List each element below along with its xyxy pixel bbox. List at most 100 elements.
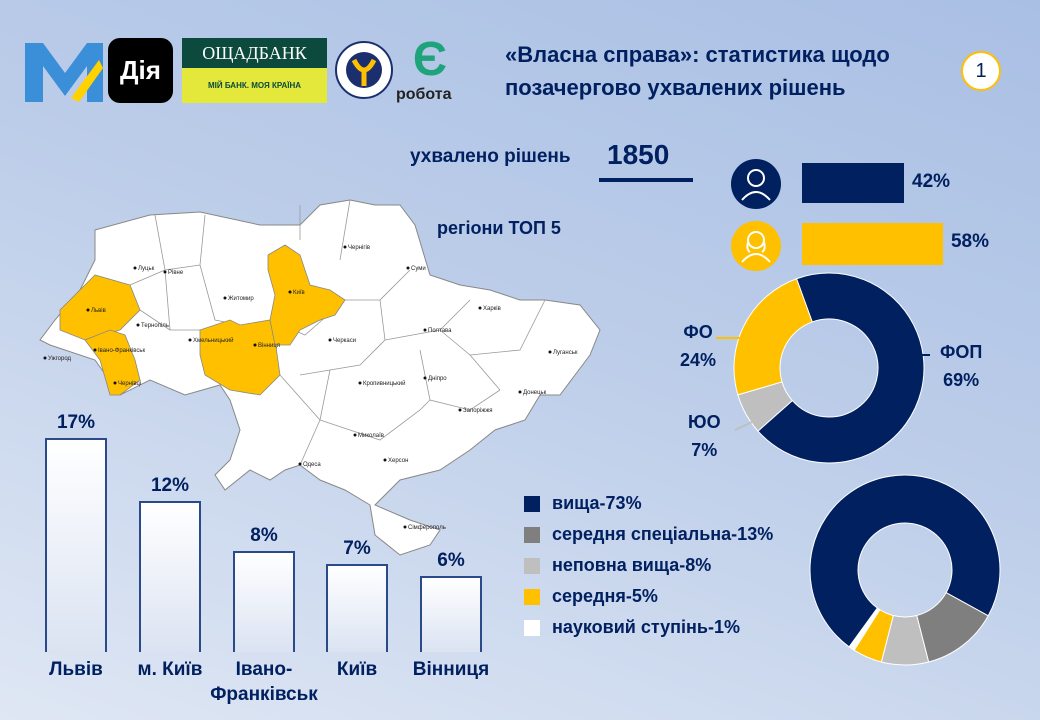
bar-category-label: Вінниця xyxy=(412,659,490,680)
city-label: Сімферополь xyxy=(408,525,446,531)
city-dot xyxy=(298,462,302,466)
city-label: Хмельницький xyxy=(193,337,233,344)
city-dot xyxy=(253,343,257,347)
city-label: Миколаїв xyxy=(358,433,384,439)
gender-bar xyxy=(802,223,943,265)
city-dot xyxy=(423,328,427,332)
bar xyxy=(326,563,388,652)
business-form-slice xyxy=(757,272,925,464)
legend-swatch xyxy=(524,619,540,636)
ministry-logo xyxy=(25,43,103,102)
legend-item: середня спеціальна-13% xyxy=(524,519,773,550)
city-label: Київ xyxy=(293,290,305,296)
city-label: Луганськ xyxy=(553,350,578,356)
legend-swatch xyxy=(524,526,540,543)
bar xyxy=(233,551,295,652)
bar-category-label: м. Київ xyxy=(137,659,203,680)
city-label: Суми xyxy=(411,266,426,272)
city-label: Рівне xyxy=(168,270,184,276)
bar-category-label: Київ xyxy=(336,659,378,680)
city-label: Кропивницький xyxy=(363,380,406,387)
city-dot xyxy=(223,296,227,300)
education-slice xyxy=(848,607,881,651)
city-label: Луцьк xyxy=(138,266,155,272)
city-dot xyxy=(86,308,90,312)
legend-swatch xyxy=(524,495,540,512)
legend-swatch xyxy=(524,557,540,574)
bar-category-label: Івано- Франківськ xyxy=(210,659,318,705)
bar xyxy=(139,500,201,652)
slice-value: 7% xyxy=(691,440,718,460)
region-kyiv xyxy=(267,244,346,346)
gender-bar xyxy=(802,163,905,203)
top5-regions xyxy=(59,244,346,396)
region-lviv xyxy=(59,274,141,341)
city-label: Донецьк xyxy=(523,390,547,396)
legend-label: середня спеціальна-13% xyxy=(552,524,774,544)
bar xyxy=(45,437,107,652)
map-outline xyxy=(39,199,601,556)
city-dot xyxy=(288,290,292,294)
city-label: Ужгород xyxy=(48,356,72,362)
female-person-icon xyxy=(731,221,781,271)
city-dot xyxy=(458,408,462,412)
approved-underline xyxy=(599,178,693,182)
city-dot xyxy=(113,381,117,385)
education-slice xyxy=(809,474,1001,648)
city-dot xyxy=(43,356,47,360)
region-borders xyxy=(129,199,546,466)
top5-label: регіони ТОП 5 xyxy=(437,218,561,238)
city-label: Вінниця xyxy=(258,343,280,349)
city-label: Одеса xyxy=(303,462,321,468)
oschadbank-slogan: МІЙ БАНК. МОЯ КРАЇНА xyxy=(182,68,327,103)
legend-item: неповна вища-8% xyxy=(524,550,773,581)
legend-label: вища-73% xyxy=(552,493,642,513)
city-dot xyxy=(133,266,137,270)
dia-logo: Дія xyxy=(108,38,173,103)
city-label: Чернігів xyxy=(348,245,370,251)
city-dot xyxy=(423,376,427,380)
business-form-label: ФО 24% xyxy=(680,318,716,374)
approved-label: ухвалено рішень xyxy=(410,146,571,167)
city-label: Дніпро xyxy=(428,376,447,382)
city-label: Харків xyxy=(483,306,501,312)
city-dot xyxy=(518,390,522,394)
city-label: Чернівці xyxy=(118,381,141,387)
city-dot xyxy=(353,433,357,437)
city-dot xyxy=(548,350,552,354)
approved-value: 1850 xyxy=(607,139,670,170)
page-title: «Власна справа»: статистика щодо позачер… xyxy=(505,42,890,100)
legend-label: неповна вища-8% xyxy=(552,555,712,575)
city-dot xyxy=(478,306,482,310)
legend-swatch xyxy=(524,588,540,605)
business-form-donut xyxy=(716,272,930,464)
city-dot xyxy=(136,323,140,327)
bar-value-label: 17% xyxy=(56,411,96,433)
city-dot xyxy=(188,338,192,342)
city-dot xyxy=(406,266,410,270)
business-form-slice xyxy=(733,278,813,396)
city-label: Херсон xyxy=(388,458,408,464)
legend-item: середня-5% xyxy=(524,581,773,612)
bar-value-label: 6% xyxy=(437,550,465,572)
city-dot xyxy=(93,348,97,352)
legend-item: вища-73% xyxy=(524,488,773,519)
city-dot xyxy=(403,525,407,529)
bar xyxy=(420,576,482,652)
male-person-icon xyxy=(731,159,781,209)
slice-name: ЮО xyxy=(688,412,721,432)
page-number: 1 xyxy=(961,51,1001,91)
legend-label: середня-5% xyxy=(552,586,658,606)
gender-bar-label: 42% xyxy=(912,171,951,192)
slice-name: ФО xyxy=(683,322,713,342)
slice-name: ФОП xyxy=(940,342,983,362)
bar-value-label: 12% xyxy=(150,474,190,496)
bar-value-label: 7% xyxy=(343,537,371,559)
erobota-logo-text: робота xyxy=(396,86,452,103)
city-dot xyxy=(343,245,347,249)
oschadbank-logo: ОЩАДБАНК МІЙ БАНК. МОЯ КРАЇНА xyxy=(182,38,327,103)
employment-service-logo xyxy=(335,41,393,99)
erobota-logo-letter: Є xyxy=(412,33,448,86)
city-dot xyxy=(328,338,332,342)
city-label: Черкаси xyxy=(333,338,356,344)
